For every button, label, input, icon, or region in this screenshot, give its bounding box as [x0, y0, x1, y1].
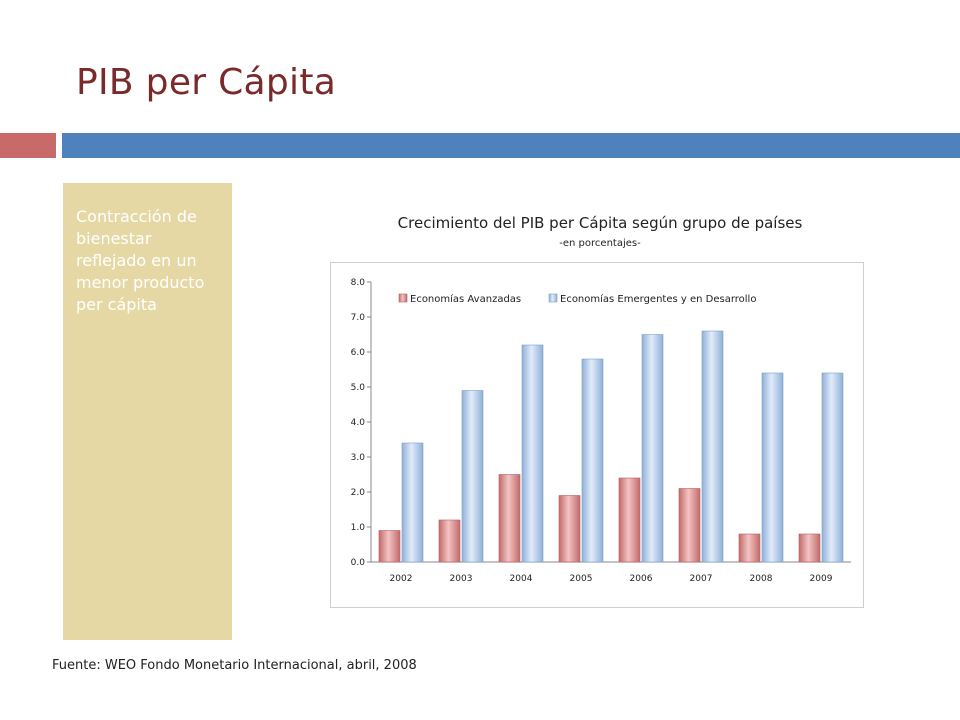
bar-emergentes: [821, 372, 844, 563]
y-tick-label: 5.0: [351, 383, 366, 393]
bar-emergentes: [461, 390, 484, 563]
accent-bar-blue: [62, 133, 960, 158]
x-tick-label: 2009: [810, 574, 833, 584]
bar-avanzadas: [378, 530, 401, 563]
legend-label: Economías Avanzadas: [410, 293, 521, 305]
chart-title: Crecimiento del PIB per Cápita según gru…: [397, 214, 803, 232]
x-tick-label: 2005: [570, 574, 593, 584]
x-tick-label: 2006: [630, 574, 653, 584]
bar-avanzadas: [558, 495, 581, 563]
legend-swatch: [548, 293, 558, 303]
legend-swatch: [398, 293, 408, 303]
bar-avanzadas: [438, 519, 461, 563]
bar-chart: 0.0 1.0 2.0 3.0 4.0 5.0 6.0 7.0 8.0 2002 2003 2004 2…: [351, 278, 851, 584]
side-panel: Contracción de bienestar reflejado en un…: [63, 183, 232, 640]
side-panel-text: Contracción de bienestar reflejado en un…: [76, 207, 205, 314]
y-tick-label: 1.0: [351, 523, 366, 533]
bar-emergentes: [581, 358, 604, 563]
chart-area: 0.0 1.0 2.0 3.0 4.0 5.0 6.0 7.0 8.0 2002 2003 2004 2…: [330, 262, 864, 608]
bar-emergentes: [761, 372, 784, 563]
y-tick-label: 7.0: [351, 313, 366, 323]
y-tick-label: 6.0: [351, 348, 366, 358]
bar-avanzadas: [678, 488, 701, 563]
bar-avanzadas: [498, 474, 521, 563]
x-tick-label: 2002: [390, 574, 413, 584]
bar-avanzadas: [618, 477, 641, 563]
y-tick-label: 0.0: [351, 558, 366, 568]
legend-label: Economías Emergentes y en Desarrollo: [560, 293, 756, 305]
source-note: Fuente: WEO Fondo Monetario Internaciona…: [52, 658, 417, 673]
bar-avanzadas: [798, 533, 821, 563]
y-tick-label: 2.0: [351, 488, 366, 498]
bar-emergentes: [521, 344, 544, 563]
x-tick-label: 2008: [750, 574, 773, 584]
chart-subtitle: -en porcentajes-: [559, 238, 641, 249]
y-tick-label: 4.0: [351, 418, 366, 428]
x-tick-label: 2004: [510, 574, 533, 584]
x-tick-label: 2007: [690, 574, 713, 584]
slide-title: PIB per Cápita: [76, 62, 337, 103]
bar-emergentes: [401, 442, 424, 563]
bar-emergentes: [641, 334, 664, 563]
accent-bar-red: [0, 133, 56, 158]
bar-emergentes: [701, 330, 724, 563]
x-tick-label: 2003: [450, 574, 473, 584]
bar-avanzadas: [738, 533, 761, 563]
y-tick-label: 8.0: [351, 278, 366, 288]
y-tick-label: 3.0: [351, 453, 366, 463]
